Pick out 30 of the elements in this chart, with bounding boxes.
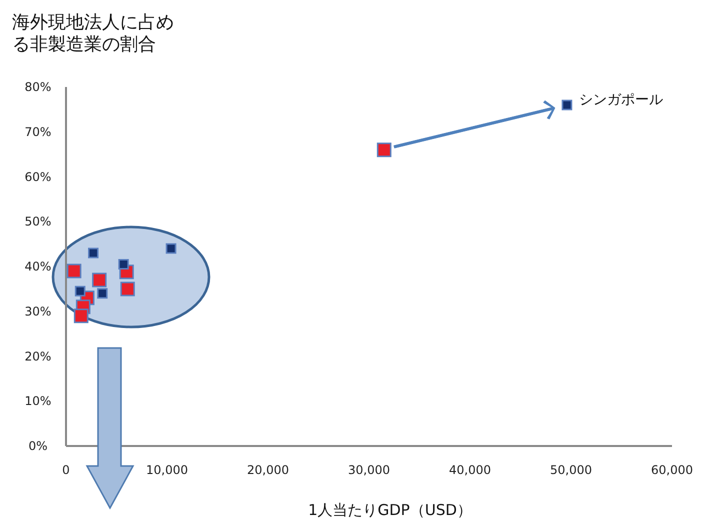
y-tick-label: 50%	[24, 214, 52, 229]
annotation: シンガポール	[579, 92, 663, 108]
point	[66, 264, 82, 278]
y-tick-label: 40%	[24, 260, 52, 274]
x-tick-label: 10,000	[146, 463, 188, 477]
y-tick-label: 20%	[24, 349, 52, 364]
y-tick-label: 0%	[28, 439, 48, 453]
y-axis-title: 海外現地法人に占める非製造業の割合	[12, 12, 175, 56]
x-tick-label: 60,000	[651, 463, 693, 477]
point	[74, 286, 86, 296]
point	[92, 272, 107, 288]
point	[166, 243, 176, 254]
x-tick-label: 30,000	[348, 463, 390, 477]
x-tick-label: 40,000	[449, 463, 491, 477]
point	[74, 308, 88, 324]
y-tick-label: 30%	[24, 304, 52, 318]
x-tick-label: 20,000	[247, 463, 289, 477]
point	[562, 100, 572, 110]
y-tick-label: 60%	[24, 170, 52, 184]
point	[120, 282, 135, 296]
y-tick-label: 70%	[24, 124, 52, 139]
y-tick-label: 80%	[24, 80, 52, 94]
x-tick-label: 50,000	[550, 463, 592, 477]
point	[376, 142, 392, 158]
point	[88, 248, 99, 258]
x-tick-label: 0	[62, 463, 70, 477]
y-tick-label: 10%	[24, 394, 52, 408]
point	[97, 288, 108, 299]
point	[118, 259, 129, 270]
x-axis-title: 1人当たりGDP（USD）	[308, 501, 472, 519]
